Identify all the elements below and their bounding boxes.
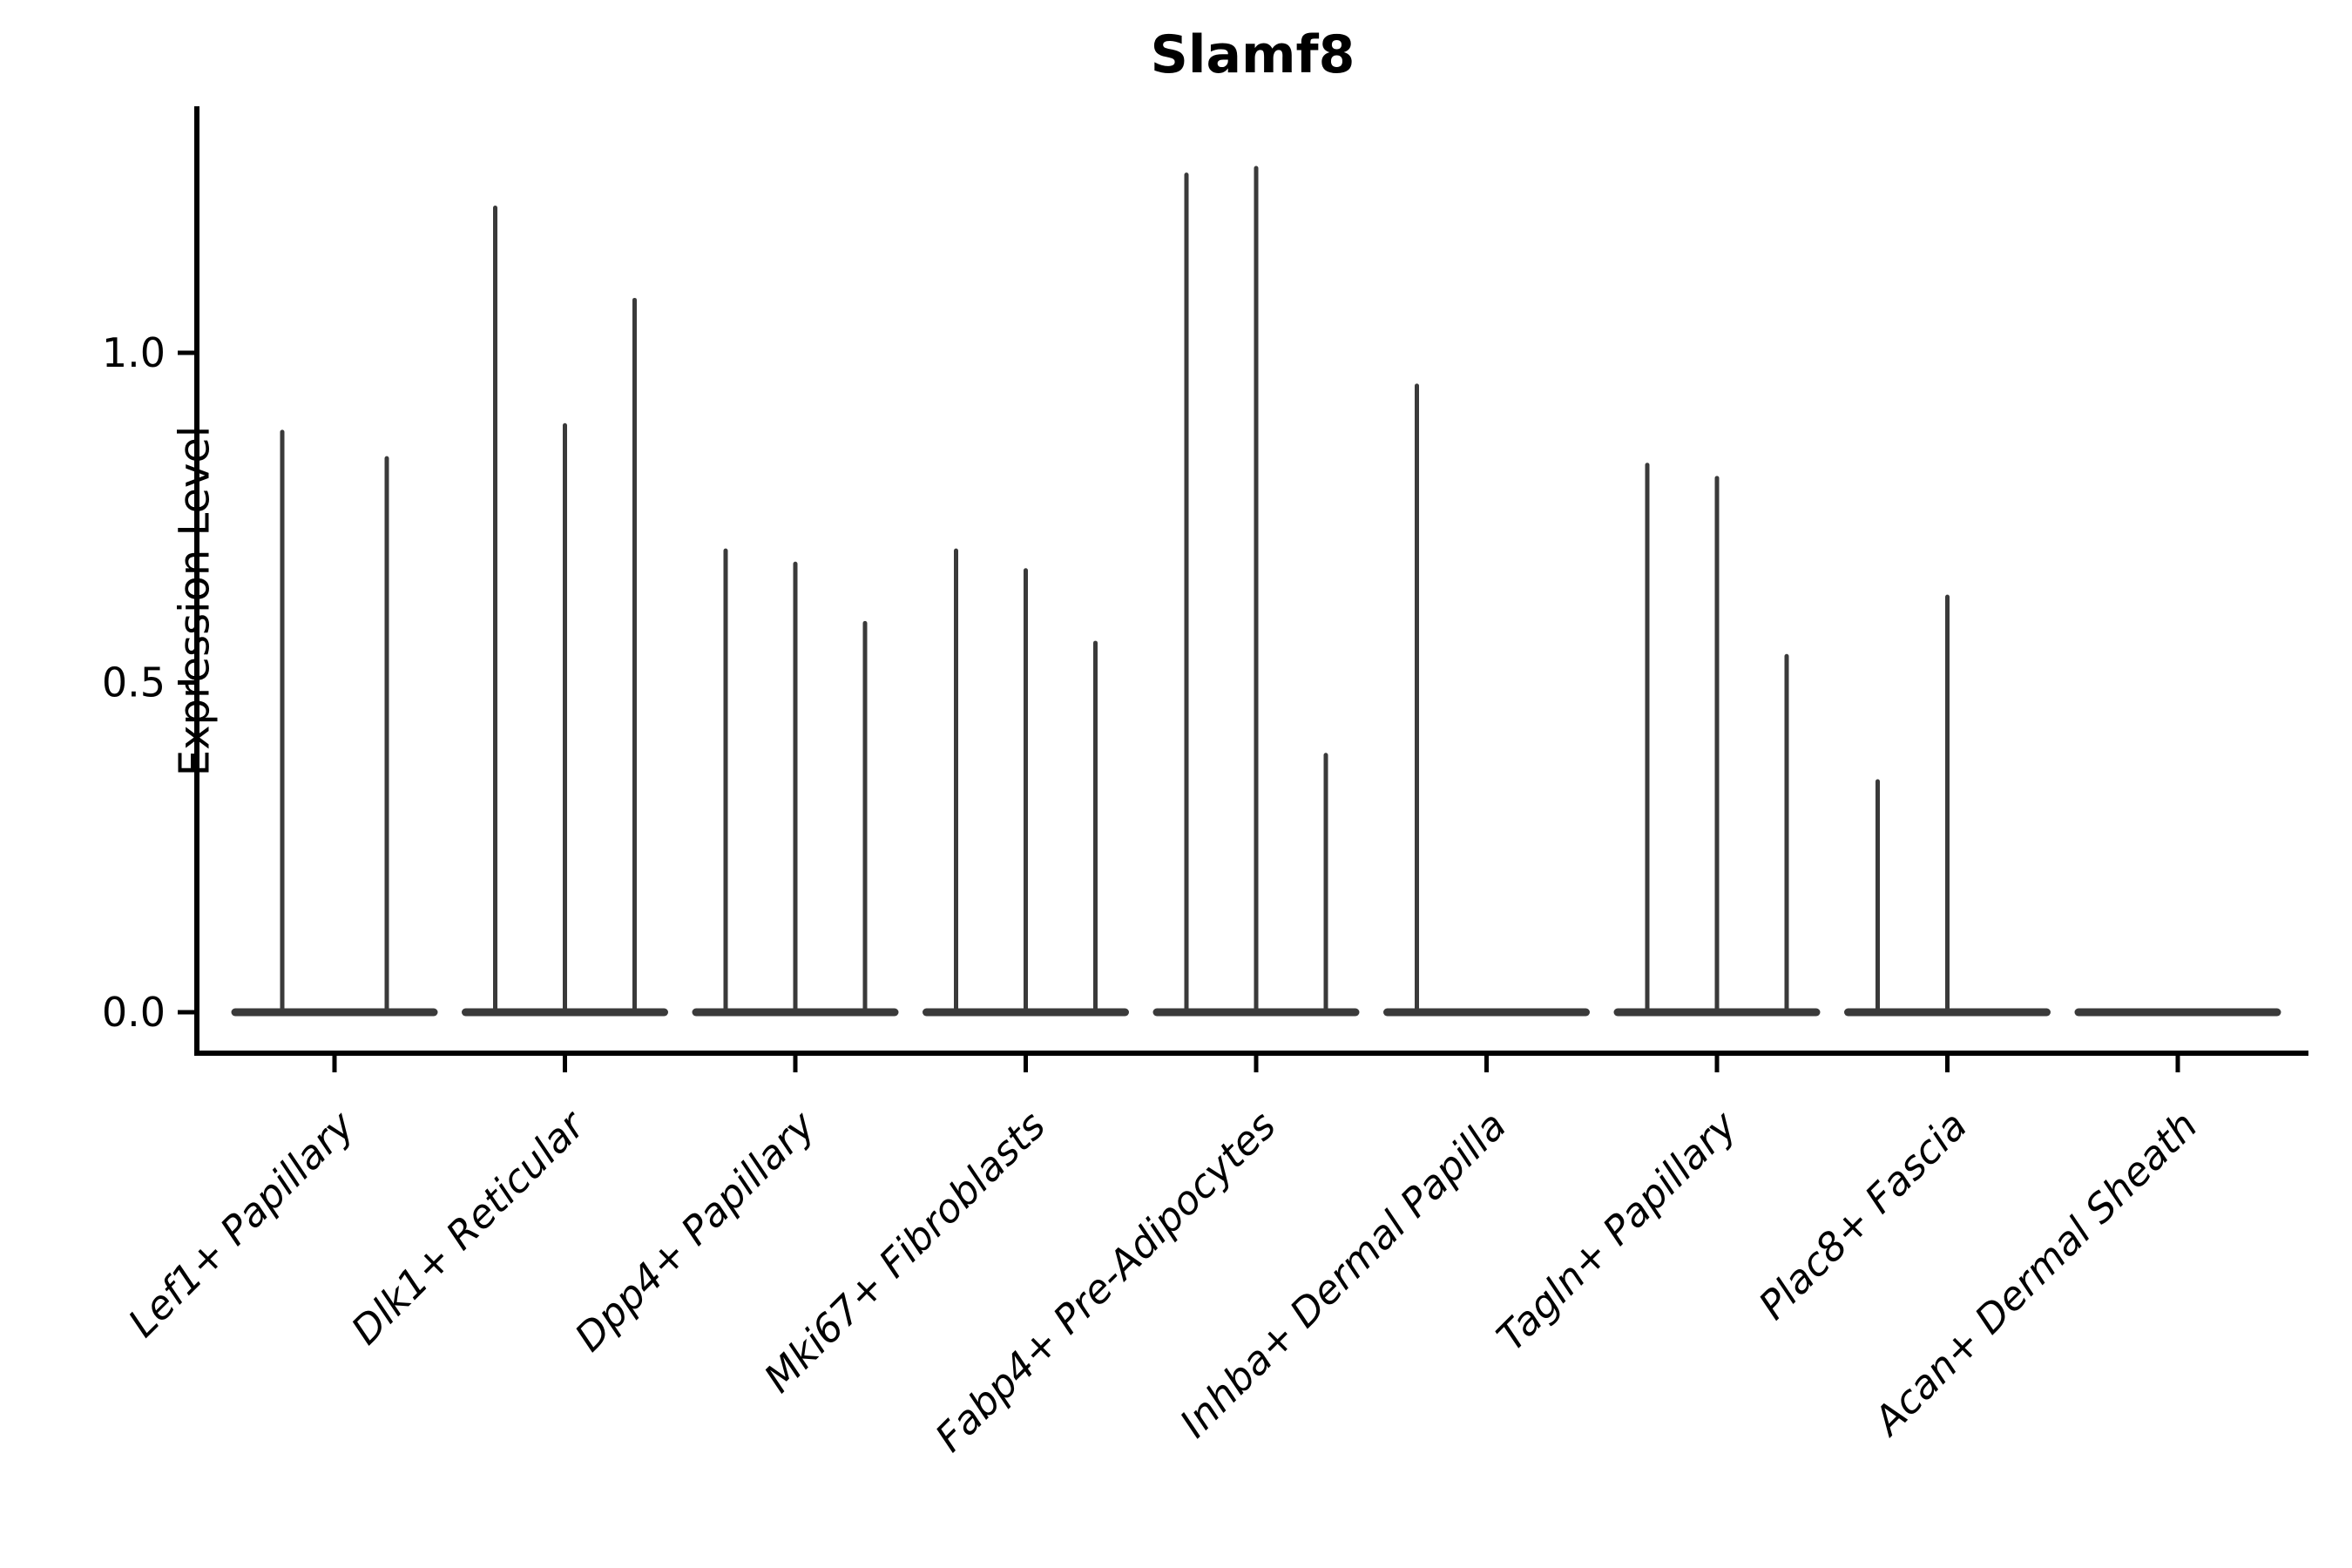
y-tick-label: 0.0 [102, 989, 166, 1036]
x-tick-label: Dlk1+ Reticular [342, 1101, 595, 1354]
y-tick-label: 0.5 [102, 659, 166, 706]
y-tick-label: 1.0 [102, 329, 166, 376]
x-tick-label: Lef1+ Papillary [119, 1101, 364, 1346]
x-tick-label: Tagln+ Papillary [1488, 1101, 1747, 1360]
plot-title: Slamf8 [1150, 24, 1355, 85]
x-tick-label: Dpp4+ Papillary [566, 1101, 825, 1360]
x-tick-label: Plac8+ Fascia [1750, 1102, 1977, 1328]
